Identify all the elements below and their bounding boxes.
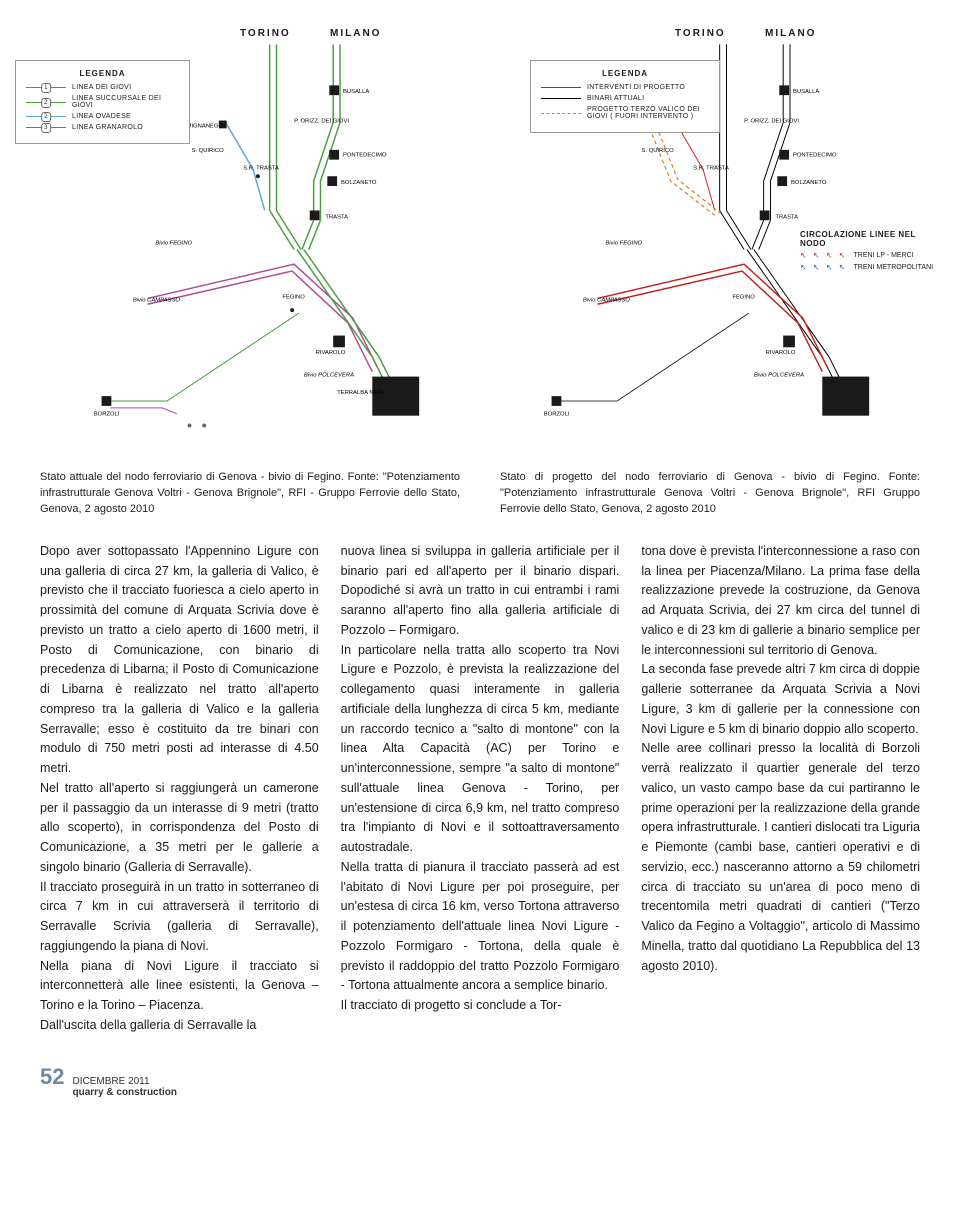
svg-text:Bivio POLCEVERA: Bivio POLCEVERA: [304, 373, 354, 379]
dest-milano: MILANO: [330, 28, 381, 39]
svg-text:BUSALLA: BUSALLA: [343, 89, 369, 95]
legend-row: 1 LINEA DEI GIOVI: [26, 84, 179, 91]
diagrams-row: TORINO MILANO LEGENDA 1 LINEA DEI GIOVI …: [40, 20, 920, 440]
svg-text:BOLZANETO: BOLZANETO: [791, 180, 827, 186]
legend-row: BINARI ATTUALI: [541, 95, 709, 102]
caption-right: Stato di progetto del nodo ferroviario d…: [500, 470, 920, 518]
circolazione-box: CIRCOLAZIONE LINEE NEL NODO ↖ ↖ ↖ ↖ TREN…: [800, 230, 940, 275]
svg-text:TRASTA: TRASTA: [325, 214, 348, 220]
dest-milano: MILANO: [765, 28, 816, 39]
circ-label: TRENI LP - MERCI: [853, 252, 913, 259]
svg-text:RIVAROLO: RIVAROLO: [766, 350, 796, 356]
legend-label: BINARI ATTUALI: [587, 95, 644, 102]
captions-row: Stato attuale del nodo ferroviario di Ge…: [40, 470, 920, 518]
svg-text:FEGINO: FEGINO: [282, 294, 305, 300]
circ-row: ↖ ↖ ↖ ↖ TRENI METROPOLITANI: [800, 263, 940, 272]
legend-label: LINEA SUCCURSALE DEI GIOVI: [72, 95, 179, 109]
footer-month: DICEMBRE: [72, 1076, 125, 1087]
footer-text: DICEMBRE 2011 quarry & construction: [72, 1076, 176, 1098]
svg-text:S. QUIRICO: S. QUIRICO: [191, 148, 224, 154]
legend-row: 3 LINEA GRANAROLO: [26, 124, 179, 131]
svg-text:TERRALBA NERI: TERRALBA NERI: [337, 390, 384, 396]
circ-label: TRENI METROPOLITANI: [853, 264, 933, 271]
diagram-right: TORINO MILANO LEGENDA INTERVENTI DI PROG…: [490, 20, 920, 440]
dest-torino: TORINO: [240, 28, 291, 39]
svg-text:Bivio CAMPASSO: Bivio CAMPASSO: [133, 297, 181, 303]
arrows-icon: ↖ ↖ ↖ ↖: [800, 251, 847, 260]
page-number: 52: [40, 1064, 64, 1090]
legend-label: LINEA OVADESE: [72, 113, 131, 120]
svg-text:BORZOLI: BORZOLI: [544, 412, 570, 418]
svg-text:BUSALLA: BUSALLA: [793, 89, 819, 95]
svg-text:TRASTA: TRASTA: [775, 214, 798, 220]
circ-row: ↖ ↖ ↖ ↖ TRENI LP - MERCI: [800, 251, 940, 260]
legend-title: LEGENDA: [541, 69, 709, 78]
svg-text:S.R. TRASTA: S.R. TRASTA: [693, 165, 729, 171]
svg-text:Bivio FEGINO: Bivio FEGINO: [605, 241, 642, 247]
svg-text:MIGNANEGO: MIGNANEGO: [187, 123, 224, 129]
svg-text:FEGINO: FEGINO: [732, 294, 755, 300]
svg-text:S. QUIRICO: S. QUIRICO: [641, 148, 674, 154]
circolazione-title: CIRCOLAZIONE LINEE NEL NODO: [800, 230, 940, 248]
legend-label: LINEA GRANAROLO: [72, 124, 143, 131]
footer-year: 2011: [128, 1076, 150, 1087]
svg-text:Bivio POLCEVERA: Bivio POLCEVERA: [754, 373, 804, 379]
svg-text:P. ORIZZ. DEI GIOVI: P. ORIZZ. DEI GIOVI: [294, 119, 349, 125]
caption-left: Stato attuale del nodo ferroviario di Ge…: [40, 470, 460, 518]
svg-text:S.R. TRASTA: S.R. TRASTA: [243, 165, 279, 171]
svg-text:Bivio CAMPASSO: Bivio CAMPASSO: [583, 297, 631, 303]
svg-text:RIVAROLO: RIVAROLO: [316, 350, 346, 356]
diagram-left: TORINO MILANO LEGENDA 1 LINEA DEI GIOVI …: [40, 20, 470, 440]
dest-torino: TORINO: [675, 28, 726, 39]
legend-row: 2 LINEA OVADESE: [26, 113, 179, 120]
body-col-3: tona dove è prevista l'interconnessione …: [641, 542, 920, 1036]
legend-title: LEGENDA: [26, 69, 179, 78]
body-col-1: Dopo aver sottopassato l'Appennino Ligur…: [40, 542, 319, 1036]
legend-label: PROGETTO TERZO VALICO DEI GIOVI ( FUORI …: [587, 106, 709, 120]
arrows-icon: ↖ ↖ ↖ ↖: [800, 263, 847, 272]
legend-row: INTERVENTI DI PROGETTO: [541, 84, 709, 91]
footer-magazine: quarry & construction: [72, 1087, 176, 1098]
svg-text:Bivio FEGINO: Bivio FEGINO: [155, 241, 192, 247]
legend-row: 2 LINEA SUCCURSALE DEI GIOVI: [26, 95, 179, 109]
svg-text:BORZOLI: BORZOLI: [94, 412, 120, 418]
legend-label: INTERVENTI DI PROGETTO: [587, 84, 685, 91]
page-footer: 52 DICEMBRE 2011 quarry & construction: [40, 1064, 920, 1098]
svg-text:PONTEDECIMO: PONTEDECIMO: [343, 153, 387, 159]
legend-row: PROGETTO TERZO VALICO DEI GIOVI ( FUORI …: [541, 106, 709, 120]
svg-text:PONTEDECIMO: PONTEDECIMO: [793, 153, 837, 159]
legend-label: LINEA DEI GIOVI: [72, 84, 131, 91]
legend-right: LEGENDA INTERVENTI DI PROGETTO BINARI AT…: [530, 60, 720, 133]
svg-text:BOLZANETO: BOLZANETO: [341, 180, 377, 186]
body-col-2: nuova linea si sviluppa in galleria arti…: [341, 542, 620, 1036]
legend-left: LEGENDA 1 LINEA DEI GIOVI 2 LINEA SUCCUR…: [15, 60, 190, 144]
svg-text:P. ORIZZ. DEI GIOVI: P. ORIZZ. DEI GIOVI: [744, 119, 799, 125]
body-columns: Dopo aver sottopassato l'Appennino Ligur…: [40, 542, 920, 1036]
